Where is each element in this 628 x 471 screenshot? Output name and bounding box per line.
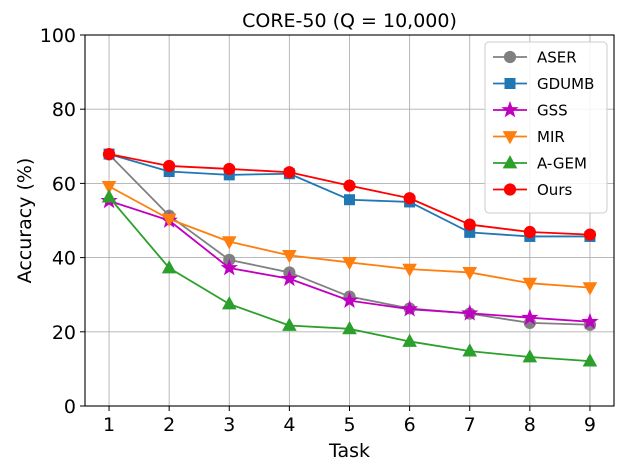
data-point-gss <box>220 258 238 276</box>
data-point-ours <box>463 218 476 231</box>
legend-entry-aser: ASER <box>493 49 577 67</box>
y-tick-label: 20 <box>52 322 76 344</box>
data-point-ours <box>102 147 116 161</box>
y-tick-label: 60 <box>52 173 76 195</box>
y-tick-label: 40 <box>52 248 76 270</box>
y-tick-label: 100 <box>40 25 76 47</box>
chart-title: CORE-50 (Q = 10,000) <box>242 10 457 32</box>
data-point-ours <box>283 166 296 179</box>
x-tick-label: 9 <box>584 414 596 436</box>
x-tick-label: 7 <box>464 414 476 436</box>
legend-marker-a-gem <box>502 155 518 169</box>
data-point-a-gem <box>462 343 478 357</box>
data-point-a-gem <box>522 349 538 363</box>
legend-marker-gdumb <box>504 78 516 89</box>
legend-entry-a-gem: A-GEM <box>493 155 587 173</box>
series-ours <box>102 147 597 241</box>
y-axis-ticks: 0 20 40 60 80 100 <box>40 25 85 418</box>
data-point-a-gem <box>402 333 417 347</box>
data-point-mir <box>582 282 598 296</box>
data-point-gss <box>340 291 359 308</box>
x-tick-label: 1 <box>103 414 115 436</box>
y-tick-label: 80 <box>52 99 76 121</box>
data-point-gss <box>400 300 419 317</box>
x-tick-label: 2 <box>163 414 175 436</box>
x-tick-label: 5 <box>343 414 355 436</box>
data-point-gss <box>581 312 599 330</box>
legend-marker-gss <box>501 100 519 118</box>
data-point-gss <box>461 304 479 321</box>
x-tick-label: 6 <box>404 414 416 436</box>
data-point-gss <box>280 269 299 287</box>
data-point-a-gem <box>221 296 237 310</box>
legend-label: ASER <box>537 49 577 67</box>
data-point-mir <box>522 277 538 292</box>
series-a-gem <box>101 189 598 367</box>
legend: ASER GDUMB GSS MIR A-GEM Ours <box>484 41 608 214</box>
legend-entry-ours: Ours <box>493 181 572 199</box>
legend-marker-aser <box>503 50 517 64</box>
data-point-a-gem <box>582 353 598 367</box>
legend-label: Ours <box>537 181 572 199</box>
legend-label: A-GEM <box>537 155 587 173</box>
data-point-gss <box>521 308 539 326</box>
data-point-ours <box>343 179 356 192</box>
data-point-mir <box>101 180 117 195</box>
legend-entry-gdumb: GDUMB <box>493 75 594 93</box>
data-point-mir <box>221 236 237 250</box>
data-point-a-gem <box>342 320 357 335</box>
x-tick-label: 3 <box>223 414 235 436</box>
data-point-gdumb <box>344 194 355 206</box>
data-point-mir <box>342 257 357 271</box>
data-point-a-gem <box>101 189 117 203</box>
legend-marker-mir <box>502 131 518 145</box>
legend-label: GSS <box>537 102 568 120</box>
y-tick-label: 0 <box>64 396 76 418</box>
data-point-mir <box>462 267 478 281</box>
data-point-ours <box>223 162 236 176</box>
data-point-mir <box>402 263 417 277</box>
x-tick-label: 4 <box>283 414 295 436</box>
series-layer <box>100 147 599 367</box>
data-point-ours <box>523 225 536 239</box>
data-point-mir <box>161 213 177 227</box>
legend-marker-ours <box>503 183 517 196</box>
x-tick-label: 8 <box>524 414 536 436</box>
data-point-mir <box>282 249 297 264</box>
x-axis-label: Task <box>328 440 370 462</box>
data-point-a-gem <box>161 260 177 274</box>
series-mir <box>101 180 598 296</box>
data-point-ours <box>163 159 176 173</box>
data-point-ours <box>403 192 416 205</box>
x-axis-ticks: 1 2 3 4 5 6 7 8 9 <box>103 406 596 436</box>
legend-entry-mir: MIR <box>493 128 565 146</box>
data-point-a-gem <box>282 317 297 331</box>
legend-label: GDUMB <box>537 75 594 93</box>
legend-label: MIR <box>537 128 565 146</box>
legend-entry-gss: GSS <box>493 100 568 120</box>
data-point-ours <box>583 228 597 241</box>
y-axis-label: Accuracy (%) <box>14 158 36 284</box>
